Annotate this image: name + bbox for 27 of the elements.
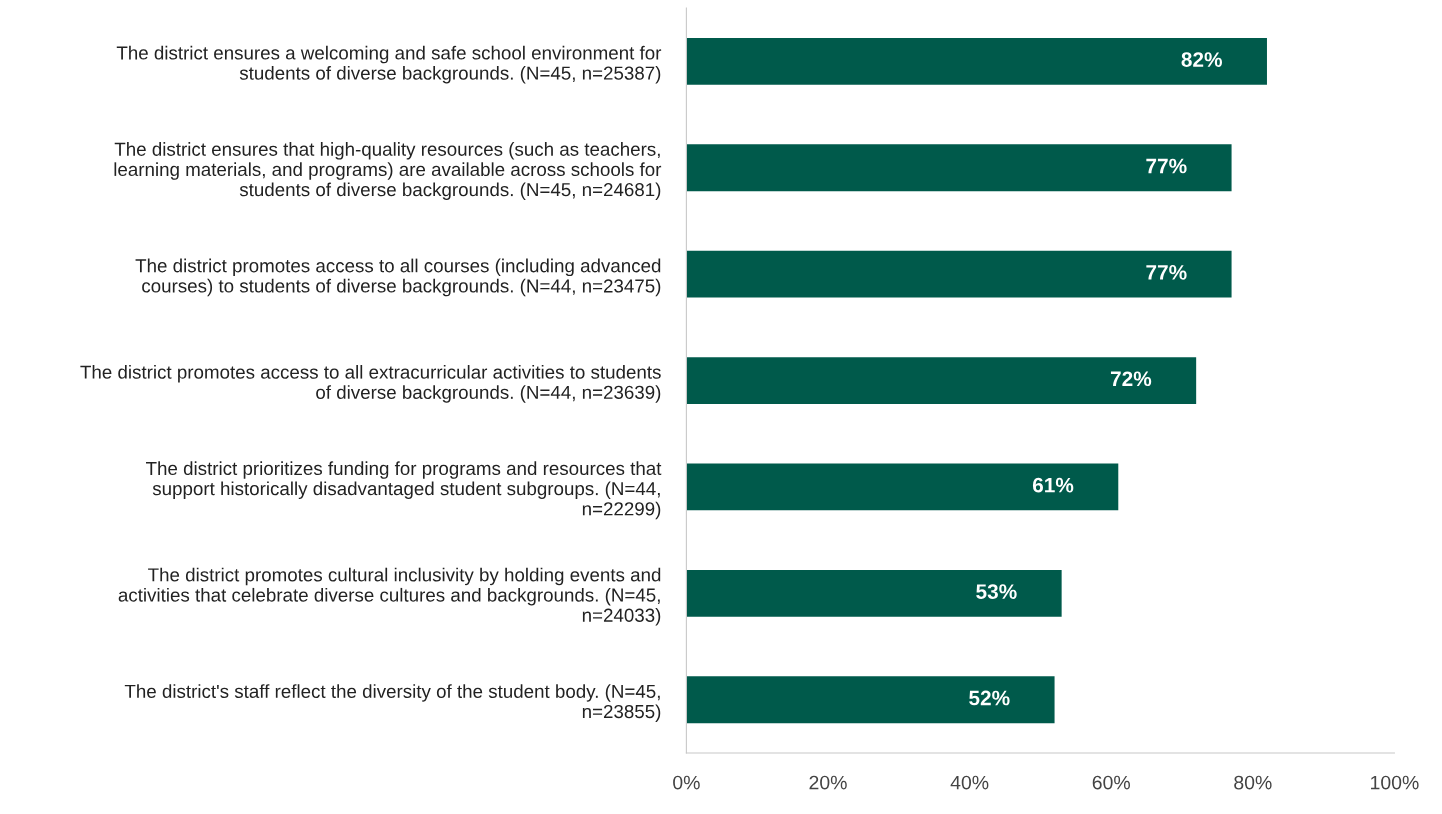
bar [686,463,1119,511]
x-tick-label: 60% [1092,775,1130,790]
bar [686,357,1197,404]
x-tick-label: 0% [673,775,700,790]
y-tick-label: The district promotes access to all courses (including advanced courses) to students of diverse backgrounds. (N=44, n=23475) [135,258,661,297]
data-label: 52% [969,690,1010,706]
y-tick-label: The district prioritizes funding for programs and resources that support historically disadvantaged student subgroups. (N=44, n=22299) [146,461,662,520]
bar [686,569,1062,617]
y-tick-label: The district's staff reflect the diversity of the student body. (N=45, n=23855) [124,684,661,722]
x-tick-label: 80% [1234,775,1272,790]
y-tick-label: The district promotes cultural inclusivity by holding events and activities that celebrate diverse cultures and backgrounds. (N=45, n=24033) [118,567,661,626]
x-tick-label: 40% [950,775,989,790]
data-label: 61% [1032,477,1074,493]
data-label: 53% [976,584,1017,599]
y-tick-label: The district promotes access to all extracurricular activities to students of diverse backgrounds. (N=44, n=23639) [80,365,661,403]
x-tick-label: 20% [809,775,847,790]
data-label: 77% [1146,158,1187,174]
data-label: 82% [1181,52,1223,67]
bar [686,37,1267,85]
data-label: 72% [1110,371,1152,387]
y-tick-label: The district ensures a welcoming and safe school environment for students of diverse backgrounds. (N=45, n=25387) [116,45,662,84]
bar [686,250,1232,298]
bar [686,676,1055,724]
y-tick-label: The district ensures that high-quality resources (such as teachers, learning materials, and programs) are available across schools for students of diverse backgrounds. (N=45, n=24681) [114,142,662,200]
bar [686,144,1232,192]
data-label: 77% [1146,265,1187,280]
x-tick-label: 100% [1371,775,1419,790]
